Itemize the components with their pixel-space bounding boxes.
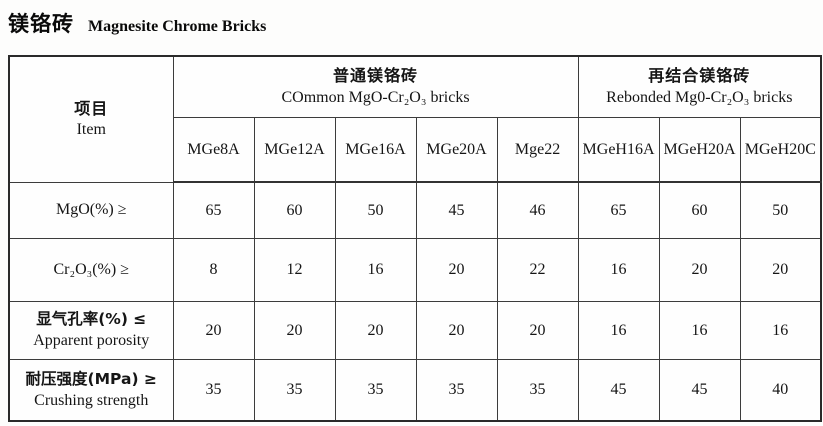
table-row-crushing-strength: 耐压强度(MPa) ≥ Crushing strength 35 35 35 3… [8, 359, 822, 422]
table-cell: 50 [334, 181, 417, 239]
table-cell: 8 [172, 238, 255, 302]
row-label-cr2o3: Cr₂O₃(%) ≥ [8, 238, 174, 302]
row-label-line1: MgO(%) ≥ [55, 201, 127, 219]
table-cell: 35 [496, 359, 579, 422]
grade-header-cell: MGeH20C [739, 117, 822, 183]
group-header-row: 项目 Item 普通镁铬砖 COmmon MgO-Cr₂O₃ bricks 再结… [8, 55, 822, 183]
row-label-crushing-strength: 耐压强度(MPa) ≥ Crushing strength [8, 359, 174, 422]
table-cell: 45 [577, 359, 660, 422]
row-label-line2: Apparent porosity [33, 332, 150, 350]
grade-header-row: MGe8A MGe12A MGe16A MGe20A Mge22 MGeH16A… [9, 117, 822, 183]
common-group-english: COmmon MgO-Cr₂O₃ bricks [281, 89, 470, 106]
table-cell: 20 [334, 301, 417, 360]
item-header-cell: 项目 Item [8, 55, 174, 183]
table-cell: 16 [739, 301, 822, 360]
table-cell: 16 [577, 301, 660, 360]
table-cell: 40 [739, 359, 822, 422]
table-cell: 65 [577, 181, 660, 239]
row-label-line1: 耐压强度(MPa) ≥ [25, 369, 157, 388]
rebonded-group-chinese: 再结合镁铬砖 [648, 66, 751, 86]
table-cell: 16 [334, 238, 417, 302]
rebonded-group-header-cell: 再结合镁铬砖 Rebonded Mg0-Cr₂O₃ bricks [577, 55, 822, 118]
table-cell: 60 [658, 181, 741, 239]
table-cell: 20 [496, 301, 579, 360]
table-cell: 35 [415, 359, 498, 422]
grade-header-cell: MGe8A [172, 117, 255, 183]
table-cell: 50 [739, 181, 822, 239]
table-cell: 20 [253, 301, 336, 360]
table-cell: 20 [658, 238, 741, 302]
table-cell: 35 [172, 359, 255, 422]
row-label-line2: Crushing strength [34, 391, 149, 409]
common-group-chinese: 普通镁铬砖 [333, 66, 419, 86]
row-label-mgo: MgO(%) ≥ [8, 181, 174, 239]
grade-header-cell: MGe16A [334, 117, 417, 183]
table-cell: 20 [172, 301, 255, 360]
table-cell: 35 [253, 359, 336, 422]
page-title-chinese: 镁铬砖 [8, 12, 74, 36]
table-row-cr2o3: Cr₂O₃(%) ≥ 8 12 16 20 22 16 20 20 [8, 238, 822, 302]
table-cell: 35 [334, 359, 417, 422]
item-header-chinese: 项目 [74, 98, 109, 118]
item-header-english: Item [76, 121, 106, 139]
row-label-line1: Cr₂O₃(%) ≥ [53, 261, 129, 279]
grade-header-cell: MGe12A [253, 117, 336, 183]
page-title: 镁铬砖 Magnesite Chrome Bricks [8, 8, 266, 38]
grade-header-cell: MGeH16A [577, 117, 660, 183]
table-cell: 16 [577, 238, 660, 302]
table-cell: 20 [739, 238, 822, 302]
row-label-apparent-porosity: 显气孔率(%) ≤ Apparent porosity [8, 301, 174, 360]
table-cell: 20 [415, 238, 498, 302]
grade-header-cell: Mge22 [496, 117, 579, 183]
table-cell: 65 [172, 181, 255, 239]
table-cell: 60 [253, 181, 336, 239]
grade-header-cell: MGe20A [415, 117, 498, 183]
table-cell: 12 [253, 238, 336, 302]
spec-table: 项目 Item 普通镁铬砖 COmmon MgO-Cr₂O₃ bricks 再结… [8, 55, 823, 422]
common-group-header-cell: 普通镁铬砖 COmmon MgO-Cr₂O₃ bricks [172, 55, 579, 118]
rebonded-group-english: Rebonded Mg0-Cr₂O₃ bricks [606, 89, 793, 106]
table-row-apparent-porosity: 显气孔率(%) ≤ Apparent porosity 20 20 20 20 … [8, 301, 822, 360]
grade-header-cell: MGeH20A [658, 117, 741, 183]
page-title-english: Magnesite Chrome Bricks [88, 18, 267, 35]
table-cell: 20 [415, 301, 498, 360]
table-cell: 22 [496, 238, 579, 302]
table-cell: 45 [415, 181, 498, 239]
table-cell: 46 [496, 181, 579, 239]
table-cell: 16 [658, 301, 741, 360]
row-label-line1: 显气孔率(%) ≤ [36, 310, 147, 329]
table-row-mgo: MgO(%) ≥ 65 60 50 45 46 65 60 50 [8, 181, 822, 239]
table-cell: 45 [658, 359, 741, 422]
